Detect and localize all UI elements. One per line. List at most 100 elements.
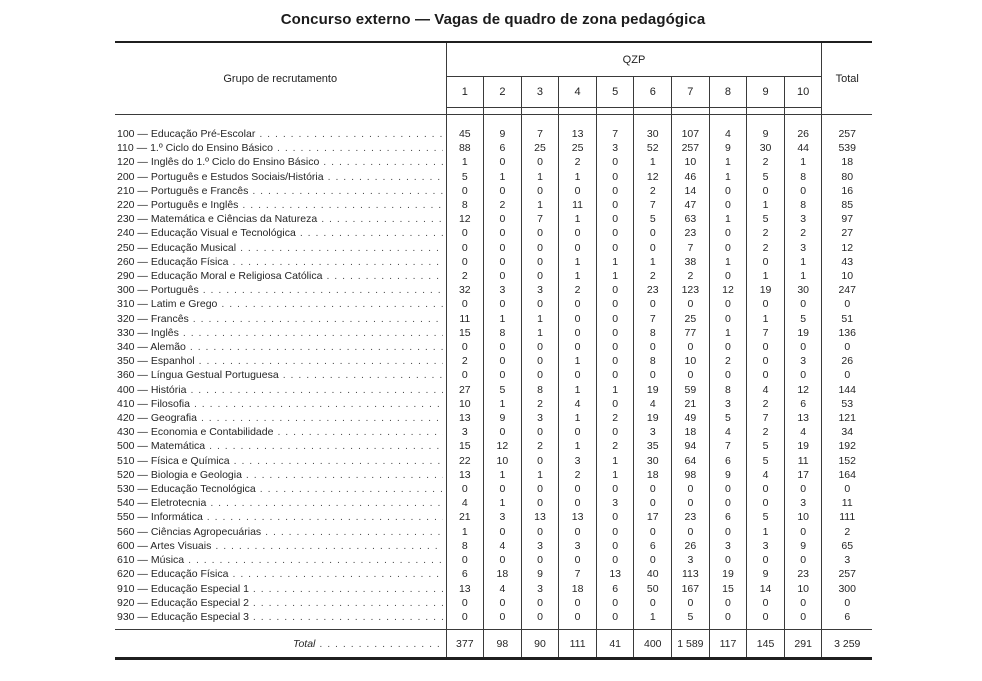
qzp-7-value: 113	[671, 567, 710, 582]
qzp-4-value: 18	[558, 581, 597, 596]
table-row: 400 — História27581119598412144	[115, 382, 872, 397]
qzp-10-value: 23	[783, 567, 822, 582]
qzp-3-value: 0	[520, 354, 559, 369]
column-header-qzp-6: 6	[633, 76, 672, 108]
qzp-3-value: 0	[520, 226, 559, 241]
qzp-9-value: 1	[746, 198, 785, 213]
qzp-8-value: 0	[708, 183, 747, 199]
table-row: 290 — Educação Moral e Religiosa Católic…	[115, 269, 872, 284]
row-label-cell: 500 — Matemática	[115, 439, 446, 453]
qzp-10-value: 1	[783, 254, 822, 270]
qzp-10-value: 19	[783, 325, 822, 341]
qzp-8-value: 0	[708, 595, 747, 610]
qzp-1-value: 5	[445, 169, 484, 184]
qzp-8-value: 3	[708, 538, 747, 554]
row-total-value: 18	[821, 155, 872, 170]
qzp-4-value: 7	[558, 567, 597, 582]
table-row: 300 — Português32332023123121930247	[115, 283, 872, 298]
qzp-6-value: 40	[633, 567, 672, 582]
qzp-9-value: 0	[746, 254, 785, 270]
qzp-6-value: 7	[633, 311, 672, 326]
qzp-5-value: 0	[595, 340, 634, 355]
qzp-6-value: 7	[633, 198, 672, 213]
qzp-5-value: 1	[595, 382, 634, 397]
qzp-1-value: 0	[445, 254, 484, 270]
qzp-6-value: 0	[633, 496, 672, 511]
column-header-qzp-7: 7	[671, 76, 710, 108]
dot-leader	[215, 539, 442, 553]
qzp-7-value: 26	[671, 538, 710, 554]
row-label: 610 — Música	[117, 554, 185, 567]
row-total-value: 34	[821, 425, 872, 440]
qzp-7-value: 10	[671, 155, 710, 170]
qzp-9-value: 0	[746, 297, 785, 312]
qzp-8-value: 19	[708, 567, 747, 582]
qzp-3-value: 0	[520, 496, 559, 511]
row-total-value: 43	[821, 254, 872, 270]
row-total-value: 97	[821, 212, 872, 227]
qzp-3-value: 3	[520, 411, 559, 426]
table-row: 230 — Matemática e Ciências da Natureza 1…	[115, 212, 872, 227]
dot-leader	[319, 638, 442, 650]
table-row: 350 — Espanhol2001081020326	[115, 354, 872, 369]
row-total-value: 65	[821, 538, 872, 554]
qzp-2-value: 0	[483, 354, 522, 369]
row-label-cell: 330 — Inglês	[115, 326, 446, 340]
dot-leader	[188, 553, 442, 567]
column-header-qzp-10: 10	[783, 76, 822, 108]
header-spacer-cell	[708, 107, 747, 115]
qzp-9-value: 0	[746, 553, 785, 568]
row-label-cell: 550 — Informática	[115, 510, 446, 524]
row-label: 420 — Geografia	[117, 412, 197, 425]
qzp-8-value: 1	[708, 254, 747, 270]
qzp-3-value: 0	[520, 368, 559, 383]
qzp-1-value: 0	[445, 226, 484, 241]
row-label: 290 — Educação Moral e Religiosa Católic…	[117, 270, 323, 283]
qzp-3-value: 0	[520, 553, 559, 568]
row-label: 360 — Língua Gestual Portuguesa	[117, 369, 279, 382]
qzp-1-value: 88	[445, 141, 484, 156]
qzp-3-value: 2	[520, 396, 559, 412]
table-row: 310 — Latim e Grego00000000000	[115, 297, 872, 312]
qzp-7-value: 98	[671, 467, 710, 483]
qzp-2-value: 1	[483, 311, 522, 326]
table-row: 550 — Informática2131313017236510111	[115, 510, 872, 525]
row-total-value: 0	[821, 340, 872, 355]
dot-leader	[190, 340, 443, 354]
header-spacer-cell	[520, 107, 559, 115]
row-label: 250 — Educação Musical	[117, 241, 237, 254]
qzp-9-value: 2	[746, 155, 785, 170]
row-label: 310 — Latim e Grego	[117, 298, 218, 311]
qzp-2-value: 0	[483, 212, 522, 227]
qzp-3-value: 2	[520, 439, 559, 454]
qzp-7-value: 23	[671, 226, 710, 241]
header-spacer-cell	[595, 107, 634, 115]
qzp-6-value: 35	[633, 439, 672, 454]
qzp-2-value: 0	[483, 609, 522, 630]
qzp-4-value: 1	[558, 354, 597, 369]
row-total-value: 0	[821, 368, 872, 383]
qzp-2-value: 3	[483, 510, 522, 525]
qzp-3-value: 0	[520, 155, 559, 170]
qzp-5-value: 6	[595, 581, 634, 596]
table-row: 200 — Português e Estudos Sociais/Histór…	[115, 169, 872, 184]
qzp-5-value: 0	[595, 283, 634, 298]
qzp-2-value: 0	[483, 269, 522, 284]
qzp-4-value: 0	[558, 297, 597, 312]
row-total-value: 136	[821, 325, 872, 341]
dot-leader	[300, 226, 443, 240]
qzp-2-value: 0	[483, 240, 522, 255]
header-spacer-row	[115, 107, 872, 115]
row-total-value: 111	[821, 510, 872, 525]
qzp-4-value: 11	[558, 198, 597, 213]
qzp-8-value: 8	[708, 382, 747, 397]
total-qzp-9-value: 145	[746, 629, 785, 659]
qzp-8-value: 0	[708, 311, 747, 326]
qzp-1-value: 21	[445, 510, 484, 525]
qzp-7-value: 167	[671, 581, 710, 596]
qzp-10-value: 8	[783, 169, 822, 184]
row-label-cell: 360 — Língua Gestual Portuguesa	[115, 368, 446, 382]
row-label: 600 — Artes Visuais	[117, 539, 212, 552]
